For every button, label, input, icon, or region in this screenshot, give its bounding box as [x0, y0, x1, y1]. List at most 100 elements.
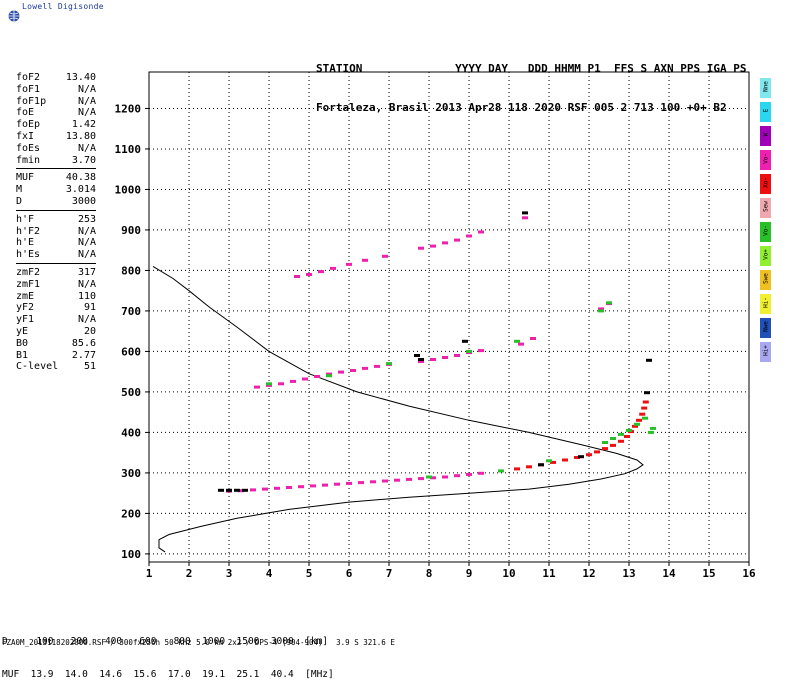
- param-value: N/A: [77, 225, 96, 237]
- echo-point: [618, 439, 624, 443]
- echo-point: [338, 370, 344, 374]
- params-separator: [16, 262, 96, 264]
- echo-point: [418, 477, 424, 481]
- echo-point: [286, 486, 292, 489]
- echo-point: [418, 360, 424, 363]
- x-tick-label: 7: [386, 567, 393, 580]
- echo-point: [318, 270, 324, 274]
- echo-point: [430, 358, 436, 361]
- echo-point: [310, 484, 316, 488]
- echo-point: [594, 450, 600, 454]
- echo-point: [326, 374, 332, 378]
- header-values: Fortaleza, Brasil 2013 Apr28 118 2020 RS…: [316, 101, 727, 114]
- x-tick-label: 11: [542, 567, 556, 580]
- legend-label: E: [762, 108, 770, 113]
- x-tick-label: 10: [502, 567, 515, 580]
- x-tick-label: 5: [306, 567, 313, 580]
- echo-point: [374, 364, 380, 368]
- param-row: fmin 3.70: [16, 155, 96, 167]
- param-row: foEs N/A: [16, 143, 96, 155]
- profile-curve: [152, 265, 644, 553]
- legend-label: Nne: [762, 81, 770, 92]
- param-row: zmF1 N/A: [16, 279, 96, 291]
- echo-point: [382, 479, 388, 483]
- echo-point: [454, 238, 460, 242]
- file-info-footer: FZA0M_2013118202000.RSF / 300fx256h 50 k…: [2, 638, 395, 647]
- param-row: foE N/A: [16, 107, 96, 119]
- param-name: yE: [16, 325, 29, 337]
- echo-point: [641, 406, 648, 410]
- param-name: fmin: [16, 154, 41, 166]
- echo-point: [598, 309, 604, 313]
- param-value: 3.014: [65, 184, 96, 196]
- echo-point: [278, 382, 284, 386]
- grid: [149, 72, 749, 562]
- echo-point: [610, 443, 616, 447]
- polarization-legend: Nne E W Vo- Xo- Sew Vo- Vo+ Swe Hi- Nwe Hi+: [760, 78, 771, 366]
- legend-swatch: E: [760, 102, 771, 122]
- legend-swatch: Vo-: [760, 150, 771, 170]
- axis-ticks: 1 2 3 4 5 6 7 8 9 10 11 12 13 14 15 1610020030040050060…: [115, 102, 756, 580]
- param-value: 3.70: [71, 154, 96, 166]
- echo-point: [430, 244, 436, 248]
- distance-muf-table: D 100 200 400 600 800 1000 1500 3000 [km…: [2, 614, 334, 691]
- echo-point: [624, 435, 630, 438]
- x-tick-label: 8: [426, 567, 433, 580]
- param-value: 13.80: [65, 130, 96, 142]
- y-tick-label: 1100: [115, 143, 142, 156]
- echo-point: [358, 481, 364, 485]
- param-value: 85.6: [71, 337, 96, 349]
- param-value: 253: [77, 213, 96, 225]
- param-name: fxI: [16, 130, 35, 142]
- legend-label: Nwe: [762, 321, 770, 332]
- param-row: h'Es N/A: [16, 249, 96, 261]
- param-value: N/A: [77, 278, 96, 290]
- distance-row: D 100 200 400 600 800 1000 1500 3000 [km…: [2, 636, 329, 647]
- echo-point: [350, 369, 356, 372]
- param-value: 51: [83, 361, 96, 373]
- echo-point: [466, 473, 472, 476]
- echo-point: [518, 342, 524, 346]
- param-row: MUF 40.38: [16, 172, 96, 184]
- echo-point: [546, 459, 552, 463]
- echo-point: [346, 481, 352, 485]
- echo-point: [550, 460, 556, 464]
- echo-point: [226, 488, 232, 492]
- echo-point: [644, 391, 650, 395]
- echo-point: [618, 432, 624, 436]
- echo-point: [526, 465, 532, 469]
- param-value: 1.42: [71, 119, 96, 131]
- echo-point: [386, 362, 392, 366]
- echo-point: [266, 382, 272, 386]
- legend-swatch: W: [760, 126, 771, 146]
- echo-point: [602, 441, 608, 444]
- echo-point: [414, 354, 420, 357]
- echo-point: [290, 379, 296, 383]
- echo-point: [602, 447, 608, 451]
- echo-point: [418, 358, 424, 361]
- param-name: foF1: [16, 83, 41, 95]
- echo-point: [626, 428, 632, 432]
- param-name: foF1p: [16, 95, 47, 107]
- legend-swatch: Hi-: [760, 294, 771, 314]
- param-row: yE 20: [16, 326, 96, 338]
- echo-point: [362, 366, 368, 370]
- echo-point: [330, 266, 336, 270]
- echo-point: [648, 430, 654, 434]
- param-row: foF2 13.40: [16, 72, 96, 84]
- param-name: h'E: [16, 237, 35, 249]
- echo-point: [262, 487, 268, 491]
- legend-label: Sew: [762, 201, 770, 212]
- x-tick-label: 16: [742, 567, 756, 580]
- param-name: zmF1: [16, 278, 41, 290]
- param-name: h'Es: [16, 249, 41, 261]
- echo-point: [242, 488, 248, 492]
- echo-point: [442, 241, 448, 245]
- echo-point: [586, 453, 592, 457]
- params-separator: [16, 209, 96, 211]
- x-tick-label: 1: [146, 567, 153, 580]
- x-tick-label: 3: [226, 567, 233, 580]
- echo-point: [478, 471, 484, 475]
- param-value: 2.77: [71, 349, 96, 361]
- param-row: foF1 N/A: [16, 84, 96, 96]
